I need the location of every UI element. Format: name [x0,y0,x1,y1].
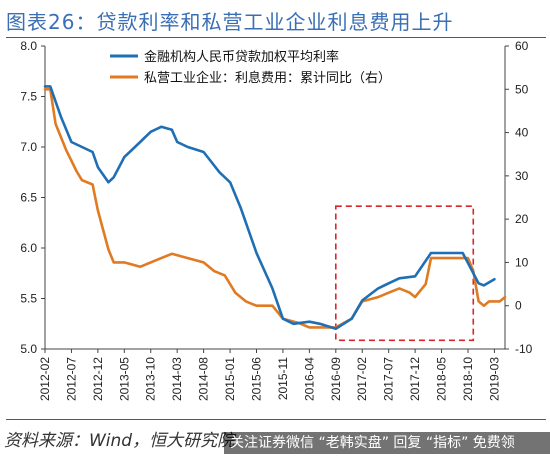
series-line-loan-rate [43,85,496,331]
source-divider [6,419,546,420]
x-tick-label: 2019-03 [487,357,501,401]
x-tick-label: 2015-11 [276,357,290,400]
legend-label-blue: 金融机构人民币贷款加权平均利率 [144,49,339,65]
x-tick-label: 2018-05 [435,357,449,401]
x-tick-label: 2012-12 [91,357,105,401]
watermark-banner: 关注证券微信 “老韩实盘” 回复 “指标” 免费领 [224,432,550,454]
y-left-tick-label: 7.0 [20,140,37,154]
y-left-tick-label: 7.5 [20,90,37,104]
x-tick-label: 2017-02 [355,357,369,401]
title-divider [6,37,546,38]
y-right-tick-label: 50 [515,82,529,96]
y-right-tick-label: 60 [515,39,529,53]
y-right-tick-label: 20 [515,212,529,226]
source-note: 资料来源：Wind，恒大研究院 [4,431,235,451]
dashed-highlight-box [335,205,475,342]
series-lines [43,85,507,331]
y-right-tick-label: 0 [515,299,522,313]
legend: 金融机构人民币贷款加权平均利率 私营工业企业：利息费用：累计同比（右） [110,49,391,86]
x-tick-label: 2016-04 [302,357,316,401]
series-line-interest-expense [43,88,507,329]
y-left-tick-label: 5.0 [20,342,37,356]
y-left-tick-label: 6.5 [20,191,37,205]
x-tick-label: 2013-05 [117,357,131,401]
x-tick-label: 2013-10 [144,357,158,401]
x-tick-label: 2012-07 [64,357,78,401]
legend-label-orange: 私营工业企业：利息费用：累计同比（右） [144,70,391,86]
x-tick-label: 2018-10 [461,357,475,401]
y-right-tick-label: 30 [515,169,529,183]
x-tick-label: 2015-06 [249,357,263,401]
y-right-tick-label: 10 [515,255,529,269]
x-tick-label: 2014-03 [170,357,184,401]
axes: 8.0 7.5 7.0 6.5 6.0 5.5 5.0 60 50 40 30 20 10 0 -10 201… [20,39,532,401]
y-left-tick-label: 5.5 [20,292,37,306]
chart-title: 图表26：贷款利率和私营工业企业利息费用上升 [6,10,454,34]
x-tick-label: 2012-02 [38,357,52,401]
y-left-tick-label: 6.0 [20,241,37,255]
dashed-rectangle [335,205,475,342]
y-left-tick-label: 8.0 [20,39,37,53]
y-right-tick-label: 40 [515,126,529,140]
y-right-tick-label: -10 [515,342,533,356]
x-tick-label: 2017-12 [408,357,422,401]
x-tick-label: 2015-01 [223,357,237,401]
x-tick-label: 2014-08 [197,357,211,401]
x-tick-label: 2016-09 [329,357,343,401]
x-tick-label: 2017-07 [382,357,396,401]
